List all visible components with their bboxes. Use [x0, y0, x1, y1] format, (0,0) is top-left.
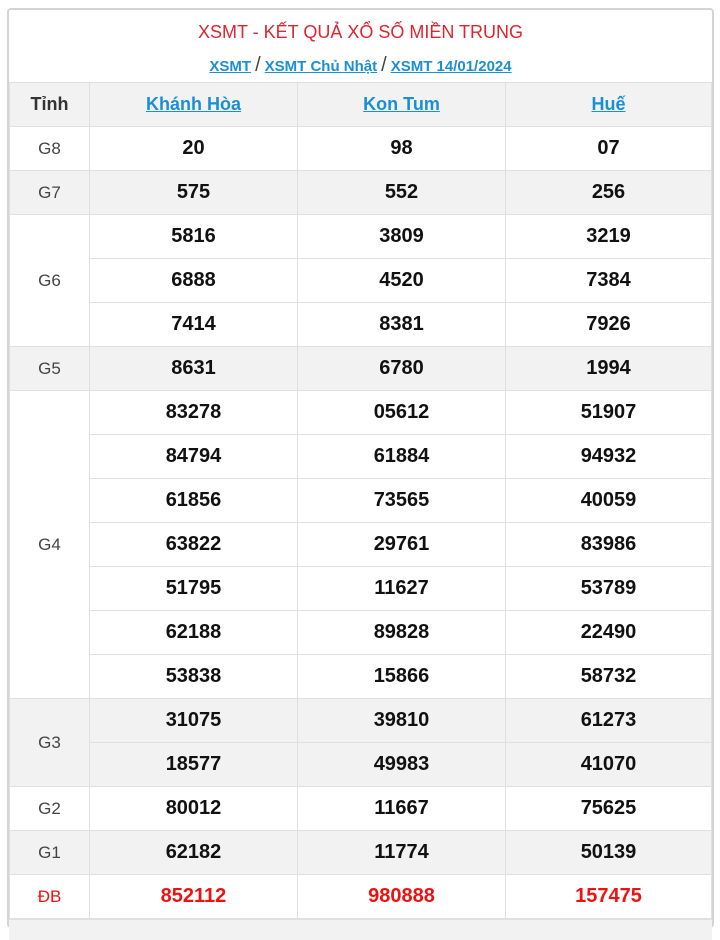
results-table: Tỉnh Khánh Hòa Kon Tum Huế G8 20 98 07 G7 575…	[9, 82, 712, 919]
prize-number: 852112	[89, 874, 298, 919]
prize-number: 61884	[297, 434, 506, 479]
prize-label: G4	[9, 390, 90, 699]
prize-number: 07	[505, 126, 712, 171]
table-row: G3 31075 39810 61273	[9, 698, 712, 787]
prize-number: 8631	[89, 346, 298, 391]
prize-number: 80012	[89, 786, 298, 831]
province-header-label: Tỉnh	[9, 82, 90, 127]
prize-number: 63822	[89, 522, 298, 567]
prize-number: 62188	[89, 610, 298, 655]
prize-number: 83986	[505, 522, 712, 567]
prize-label: G5	[9, 346, 90, 391]
prize-number: 31075	[89, 698, 298, 743]
prize-number: 552	[297, 170, 506, 215]
prize-number: 5816	[89, 214, 298, 259]
prize-number: 98	[297, 126, 506, 171]
province-header: Khánh Hòa	[89, 82, 298, 127]
breadcrumb-separator: /	[381, 54, 387, 76]
province-link-kon-tum[interactable]: Kon Tum	[363, 94, 440, 114]
table-row: G6 5816 3809 3219	[9, 214, 712, 347]
table-row: G7 575 552 256	[9, 170, 712, 215]
table-row: G2 80012 11667 75625	[9, 786, 712, 831]
prize-number: 11627	[297, 566, 506, 611]
prize-number: 53838	[89, 654, 298, 699]
table-row: 84794 61884 94932	[10, 434, 712, 479]
prize-number: 256	[505, 170, 712, 215]
prize-number: 575	[89, 170, 298, 215]
prize-number: 39810	[297, 698, 506, 743]
prize-number: 6888	[89, 258, 298, 303]
table-row: ĐB 852112 980888 157475	[9, 874, 712, 919]
prize-number: 53789	[505, 566, 712, 611]
table-row: G8 20 98 07	[9, 126, 712, 171]
prize-number: 61273	[505, 698, 712, 743]
results-panel: XSMT - KẾT QUẢ XỔ SỐ MIỀN TRUNG XSMT / XSM…	[7, 8, 714, 940]
table-row: G1 62182 11774 50139	[9, 830, 712, 875]
prize-number: 49983	[297, 742, 506, 787]
breadcrumb-xsmt-chu-nhat[interactable]: XSMT Chủ Nhật	[264, 58, 378, 75]
prize-number: 94932	[505, 434, 712, 479]
prize-label: G3	[9, 698, 90, 787]
prize-number: 1994	[505, 346, 712, 391]
table-row: 62188 89828 22490	[10, 610, 712, 655]
prize-number: 18577	[89, 742, 298, 787]
breadcrumb: XSMT / XSMT Chủ Nhật / XSMT 14/01/2024	[9, 50, 712, 82]
province-link-hue[interactable]: Huế	[591, 94, 626, 114]
province-link-khanh-hoa[interactable]: Khánh Hòa	[145, 94, 241, 114]
prize-label: G6	[9, 214, 90, 347]
prize-number: 51795	[89, 566, 298, 611]
table-header-row: Tỉnh Khánh Hòa Kon Tum Huế	[9, 82, 712, 127]
table-row: G5 8631 6780 1994	[9, 346, 712, 391]
prize-number: 157475	[505, 874, 712, 919]
prize-number: 58732	[505, 654, 712, 699]
breadcrumb-separator: /	[255, 54, 261, 76]
prize-number: 41070	[505, 742, 712, 787]
prize-number: 62182	[89, 830, 298, 875]
prize-number: 4520	[297, 258, 506, 303]
prize-number: 73565	[297, 478, 506, 523]
prize-number: 50139	[505, 830, 712, 875]
breadcrumb-xsmt[interactable]: XSMT	[209, 58, 252, 75]
page-title: XSMT - KẾT QUẢ XỔ SỐ MIỀN TRUNG	[197, 22, 524, 42]
prize-number: 15866	[297, 654, 506, 699]
prize-number: 61856	[89, 478, 298, 523]
prize-number: 89828	[297, 610, 506, 655]
prize-label: G2	[9, 786, 90, 831]
prize-number: 6780	[297, 346, 506, 391]
table-footer	[9, 919, 712, 940]
prize-label: G8	[9, 126, 90, 171]
prize-number: 40059	[505, 478, 712, 523]
prize-label: G7	[9, 170, 90, 215]
prize-number: 51907	[505, 390, 712, 435]
table-row: 6888 4520 7384	[10, 258, 712, 303]
table-row: 53838 15866 58732	[10, 654, 712, 699]
prize-number: 7414	[89, 302, 298, 347]
table-row: G4 83278 05612 51907	[9, 390, 712, 699]
prize-label: G1	[9, 830, 90, 875]
prize-number: 84794	[89, 434, 298, 479]
table-row: 61856 73565 40059	[10, 478, 712, 523]
table-row: 63822 29761 83986	[10, 522, 712, 567]
province-header: Kon Tum	[297, 82, 506, 127]
prize-number: 20	[89, 126, 298, 171]
prize-number: 980888	[297, 874, 506, 919]
table-row: 7414 8381 7926	[10, 302, 712, 347]
prize-number: 29761	[297, 522, 506, 567]
prize-number: 7926	[505, 302, 712, 347]
prize-number: 83278	[89, 390, 298, 435]
table-row: 18577 49983 41070	[10, 742, 712, 787]
prize-label: ĐB	[9, 874, 90, 919]
prize-number: 75625	[505, 786, 712, 831]
prize-number: 3809	[297, 214, 506, 259]
prize-number: 11774	[297, 830, 506, 875]
province-header: Huế	[505, 82, 712, 127]
prize-number: 11667	[297, 786, 506, 831]
prize-number: 7384	[505, 258, 712, 303]
prize-number: 05612	[297, 390, 506, 435]
prize-number: 22490	[505, 610, 712, 655]
breadcrumb-xsmt-date[interactable]: XSMT 14/01/2024	[390, 58, 512, 75]
prize-number: 3219	[505, 214, 712, 259]
table-row: 51795 11627 53789	[10, 566, 712, 611]
prize-number: 8381	[297, 302, 506, 347]
